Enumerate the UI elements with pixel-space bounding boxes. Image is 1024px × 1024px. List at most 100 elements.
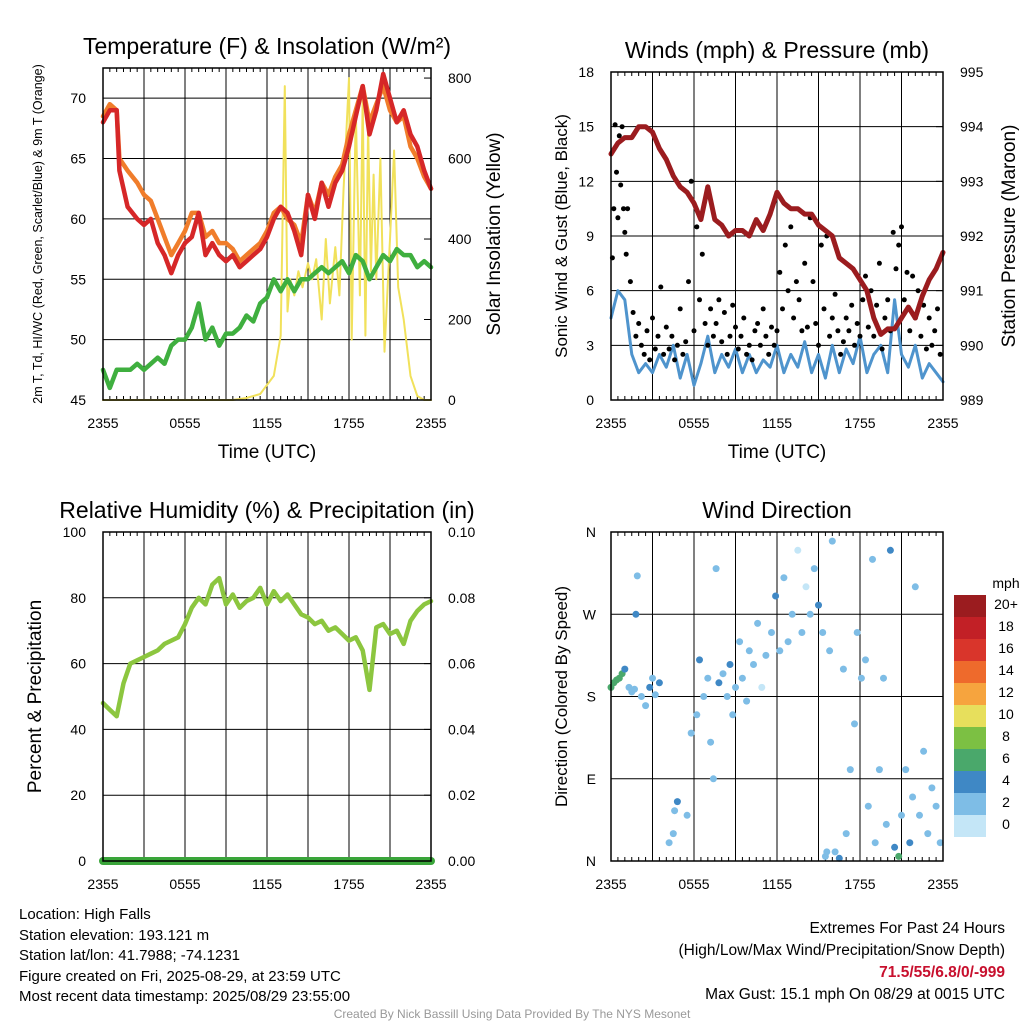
- gust-point: [627, 279, 633, 285]
- direction-point: [794, 546, 802, 554]
- temp-y2-tick-label: 400: [448, 231, 472, 247]
- wind-y2-tick-label: 995: [960, 64, 984, 80]
- gust-point: [621, 206, 626, 212]
- gust-point: [810, 279, 816, 285]
- winds-panel: 2355 0555 1155 1755 235503691215189899909919…: [552, 37, 1020, 463]
- colorbar-label: 20+: [994, 596, 1018, 612]
- gust-point: [688, 178, 694, 184]
- wind-title: Winds (mph) & Pressure (mb): [625, 37, 929, 63]
- colorbar-swatch: [954, 749, 986, 771]
- gust-point: [669, 333, 675, 339]
- colorbar-label: 6: [1002, 750, 1010, 766]
- temp-ylabel-right: Solar Insolation (Yellow): [484, 132, 505, 335]
- gust-point: [910, 273, 916, 279]
- gust-point: [672, 357, 678, 363]
- temp-y-tick-label: 50: [70, 332, 86, 348]
- rh-y2-tick-label: 0.02: [448, 787, 475, 803]
- gust-point: [863, 273, 868, 279]
- gust-point: [697, 297, 702, 303]
- direction-point: [898, 811, 905, 819]
- dir-y-tick-label: W: [583, 606, 597, 622]
- wind-y-tick-label: 9: [586, 228, 594, 244]
- colorbar-swatch: [954, 595, 986, 617]
- gust-point: [755, 321, 761, 326]
- rh-y-tick-label: 100: [63, 524, 87, 540]
- direction-point: [665, 839, 673, 847]
- temperature-panel: 2355 0555 1155 1755 235545505560657002004006…: [31, 33, 505, 463]
- wind-y-tick-label: 15: [578, 119, 594, 135]
- figure-created: Figure created on Fri, 2025-08-29, at 23…: [19, 967, 341, 985]
- dir-x-tick-label: 0555: [678, 876, 709, 892]
- gust-point: [788, 224, 794, 230]
- dir-x-tick-label: 2355: [927, 876, 958, 892]
- direction-point: [882, 820, 890, 828]
- rh-title: Relative Humidity (%) & Precipitation (i…: [59, 497, 474, 523]
- gust-point: [904, 269, 910, 275]
- direction-point: [642, 702, 650, 710]
- gust-point: [666, 346, 672, 352]
- gust-point: [804, 324, 810, 330]
- direction-point: [909, 793, 917, 801]
- rh-x-tick-label: 2355: [415, 876, 446, 892]
- colorbar-label: 16: [998, 640, 1014, 656]
- direction-point: [772, 592, 780, 600]
- temp-title: Temperature (F) & Insolation (W/m²): [83, 33, 451, 59]
- temp-y-tick-label: 60: [70, 211, 86, 227]
- gust-point: [710, 333, 716, 339]
- rh-y-tick-label: 20: [70, 787, 86, 803]
- gust-point: [782, 242, 788, 248]
- direction-point: [687, 729, 695, 737]
- gust-point: [680, 351, 686, 357]
- temp-x-tick-label: 2355: [415, 415, 446, 431]
- direction-point: [649, 674, 656, 682]
- gust-point: [915, 288, 921, 294]
- rh-x-tick-label: 1755: [333, 876, 364, 892]
- wind-x-tick-label: 2355: [927, 415, 958, 431]
- gust-point: [658, 284, 664, 290]
- direction-point: [632, 610, 640, 618]
- gust-point: [724, 351, 730, 357]
- wind-y2-tick-label: 992: [960, 228, 984, 244]
- colorbar-label: 0: [1002, 816, 1010, 832]
- temp-y-tick-label: 65: [70, 151, 86, 167]
- station-pressure-line: [608, 124, 946, 337]
- rh-y2-tick-label: 0.08: [448, 590, 475, 606]
- gust-point: [749, 357, 755, 363]
- dir-title: Wind Direction: [702, 497, 852, 523]
- gust-point: [821, 306, 827, 312]
- dir-y-tick-label: N: [586, 524, 596, 540]
- rh-x-tick-label: 0555: [169, 876, 200, 892]
- rh-y2-tick-label: 0.10: [448, 524, 475, 540]
- direction-point: [754, 619, 762, 627]
- direction-point: [936, 839, 944, 847]
- gust-point: [721, 310, 727, 315]
- direction-point: [738, 674, 746, 682]
- direction-point: [819, 629, 827, 636]
- gust-point: [708, 306, 714, 312]
- direction-point: [891, 843, 899, 851]
- rh-y-tick-label: 80: [70, 590, 86, 606]
- rh-x-tick-label: 2355: [87, 876, 118, 892]
- dir-ylabel: Direction (Colored By Speed): [552, 586, 571, 807]
- gust-point: [650, 315, 655, 321]
- direction-point: [862, 656, 869, 664]
- colorbar-label: 14: [998, 662, 1014, 678]
- direction-point: [826, 647, 834, 655]
- colorbar-swatch: [954, 815, 986, 837]
- gust-point: [874, 302, 880, 308]
- direction-point: [669, 830, 677, 838]
- gust-point: [713, 321, 719, 326]
- gust-point: [849, 302, 855, 308]
- gust-point: [611, 206, 617, 212]
- direction-point: [715, 679, 723, 687]
- gust-point: [901, 297, 907, 303]
- direction-point: [758, 683, 766, 691]
- gust-point: [652, 346, 658, 352]
- direction-point: [924, 830, 932, 838]
- colorbar-label: 10: [998, 706, 1014, 722]
- speed-colorbar: mph 20+ 18 16 14 12 10 8 6 4 2 0: [954, 575, 1020, 837]
- direction-point: [655, 679, 663, 687]
- direction-point: [831, 848, 839, 856]
- gust-point: [636, 321, 642, 326]
- rh-y2-tick-label: 0.06: [448, 656, 475, 672]
